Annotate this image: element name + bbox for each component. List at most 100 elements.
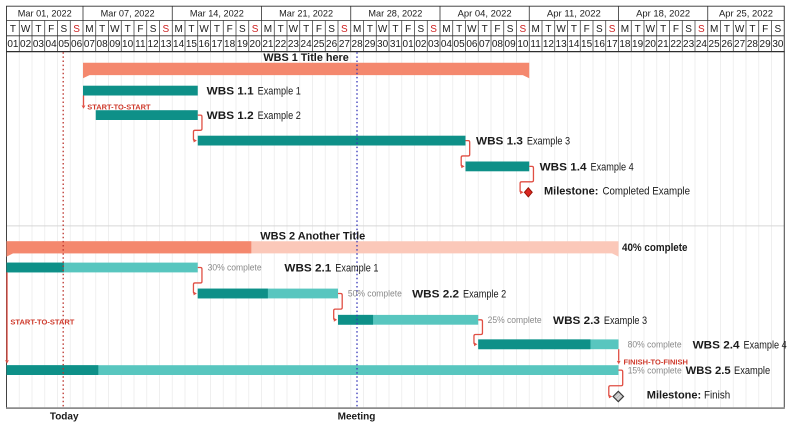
svg-text:40% complete: 40% complete xyxy=(622,242,688,254)
svg-text:07: 07 xyxy=(479,39,491,50)
svg-text:M: M xyxy=(85,24,93,35)
svg-text:Mar 28, 2022: Mar 28, 2022 xyxy=(368,8,422,18)
svg-text:T: T xyxy=(35,24,41,35)
svg-text:WBS 2.4: WBS 2.4 xyxy=(693,339,741,351)
svg-text:13: 13 xyxy=(556,39,568,50)
svg-text:Example 3: Example 3 xyxy=(527,136,570,148)
svg-text:26: 26 xyxy=(326,39,338,50)
svg-text:WBS 1.4: WBS 1.4 xyxy=(540,161,588,173)
svg-text:S: S xyxy=(430,24,437,35)
svg-text:Example 2: Example 2 xyxy=(463,289,506,301)
svg-text:20: 20 xyxy=(645,39,657,50)
svg-text:Milestone:: Milestone: xyxy=(647,389,701,401)
svg-text:23: 23 xyxy=(683,39,695,50)
svg-text:S: S xyxy=(698,24,705,35)
svg-text:T: T xyxy=(724,24,730,35)
svg-text:S: S xyxy=(73,24,80,35)
svg-text:02: 02 xyxy=(415,39,427,50)
svg-text:50% complete: 50% complete xyxy=(348,289,402,299)
svg-text:06: 06 xyxy=(466,39,478,50)
svg-text:W: W xyxy=(378,24,388,35)
svg-text:04: 04 xyxy=(441,39,453,50)
svg-text:Finish: Finish xyxy=(704,389,730,401)
svg-text:Example 4: Example 4 xyxy=(591,161,634,173)
svg-text:F: F xyxy=(584,24,590,35)
svg-text:29: 29 xyxy=(760,39,772,50)
svg-text:15% complete: 15% complete xyxy=(628,365,682,375)
svg-text:11: 11 xyxy=(135,39,146,50)
svg-text:Apr 11, 2022: Apr 11, 2022 xyxy=(547,8,601,18)
svg-text:19: 19 xyxy=(632,39,644,50)
svg-text:M: M xyxy=(531,24,539,35)
svg-text:Example 3: Example 3 xyxy=(604,315,647,327)
svg-text:80% complete: 80% complete xyxy=(628,340,682,350)
svg-text:27: 27 xyxy=(339,39,351,50)
svg-text:S: S xyxy=(609,24,616,35)
svg-text:S: S xyxy=(328,24,335,35)
svg-text:W: W xyxy=(110,24,120,35)
svg-text:T: T xyxy=(125,24,131,35)
svg-text:24: 24 xyxy=(301,39,313,50)
svg-text:F: F xyxy=(405,24,411,35)
svg-text:22: 22 xyxy=(275,39,287,50)
svg-text:M: M xyxy=(621,24,629,35)
svg-text:T: T xyxy=(188,24,194,35)
svg-text:Example: Example xyxy=(734,365,770,377)
svg-text:16: 16 xyxy=(594,39,606,50)
svg-text:F: F xyxy=(494,24,500,35)
svg-text:10: 10 xyxy=(122,39,134,50)
svg-text:01: 01 xyxy=(7,39,19,50)
svg-text:Mar 21, 2022: Mar 21, 2022 xyxy=(279,8,333,18)
svg-text:30% complete: 30% complete xyxy=(208,263,262,273)
svg-text:S: S xyxy=(61,24,68,35)
svg-text:T: T xyxy=(10,24,16,35)
svg-text:09: 09 xyxy=(109,39,121,50)
svg-text:21: 21 xyxy=(658,39,670,50)
svg-text:S: S xyxy=(685,24,692,35)
svg-text:T: T xyxy=(392,24,398,35)
svg-text:Mar 07, 2022: Mar 07, 2022 xyxy=(101,8,155,18)
svg-text:14: 14 xyxy=(173,39,185,50)
svg-text:28: 28 xyxy=(352,39,364,50)
svg-text:31: 31 xyxy=(390,39,402,50)
svg-text:23: 23 xyxy=(288,39,300,50)
svg-text:24: 24 xyxy=(696,39,708,50)
svg-text:F: F xyxy=(673,24,679,35)
svg-text:T: T xyxy=(482,24,488,35)
svg-text:T: T xyxy=(545,24,551,35)
svg-text:14: 14 xyxy=(568,39,580,50)
svg-text:15: 15 xyxy=(186,39,198,50)
svg-text:15: 15 xyxy=(581,39,593,50)
svg-text:F: F xyxy=(227,24,233,35)
svg-text:26: 26 xyxy=(721,39,733,50)
svg-text:S: S xyxy=(252,24,259,35)
svg-text:25: 25 xyxy=(313,39,325,50)
svg-text:Apr 25, 2022: Apr 25, 2022 xyxy=(719,8,773,18)
svg-text:Meeting: Meeting xyxy=(338,412,376,423)
svg-text:W: W xyxy=(646,24,656,35)
svg-text:29: 29 xyxy=(364,39,376,50)
svg-text:18: 18 xyxy=(619,39,631,50)
svg-text:S: S xyxy=(163,24,170,35)
svg-text:Example 1: Example 1 xyxy=(335,263,378,275)
svg-text:Completed Example: Completed Example xyxy=(603,185,691,197)
svg-text:11: 11 xyxy=(530,39,541,50)
svg-text:F: F xyxy=(316,24,322,35)
svg-text:Apr 18, 2022: Apr 18, 2022 xyxy=(636,8,690,18)
svg-text:22: 22 xyxy=(670,39,682,50)
svg-text:04: 04 xyxy=(46,39,58,50)
svg-text:17: 17 xyxy=(211,39,223,50)
svg-text:T: T xyxy=(303,24,309,35)
svg-text:19: 19 xyxy=(237,39,249,50)
svg-text:Milestone:: Milestone: xyxy=(544,185,598,197)
svg-text:08: 08 xyxy=(97,39,109,50)
svg-text:09: 09 xyxy=(505,39,517,50)
svg-text:Today: Today xyxy=(50,412,79,423)
svg-text:01: 01 xyxy=(403,39,415,50)
svg-text:W: W xyxy=(289,24,299,35)
svg-text:03: 03 xyxy=(33,39,45,50)
svg-text:WBS 1.2: WBS 1.2 xyxy=(207,110,254,122)
svg-text:05: 05 xyxy=(454,39,466,50)
svg-text:T: T xyxy=(99,24,105,35)
svg-text:W: W xyxy=(556,24,566,35)
